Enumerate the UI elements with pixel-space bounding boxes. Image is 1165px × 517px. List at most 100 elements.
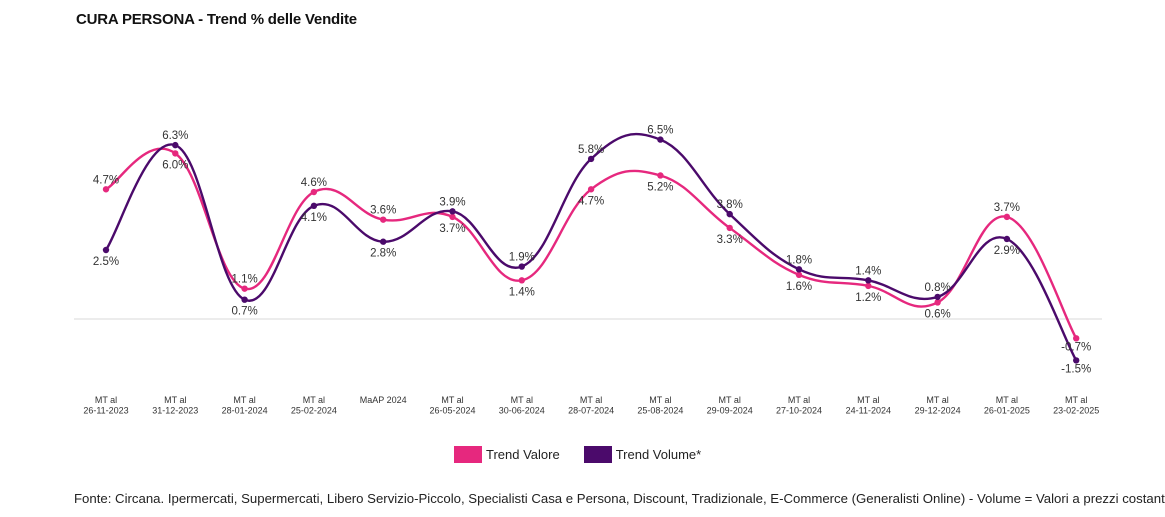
source-note: Fonte: Circana. Ipermercati, Supermercat… <box>74 491 1165 506</box>
legend-label-volume: Trend Volume* <box>615 447 702 462</box>
x-tick-label: MT al <box>788 395 810 405</box>
chart-title: CURA PERSONA - Trend % delle Vendite <box>76 11 357 28</box>
data-point-valore <box>795 271 803 279</box>
data-label-volume: 6.3% <box>162 130 188 142</box>
x-tick-label: MT al <box>1065 395 1087 405</box>
data-label-volume: 1.4% <box>855 265 881 277</box>
data-point-volume <box>241 296 248 303</box>
data-label-valore: 3.7% <box>994 202 1020 214</box>
x-tick-label: 23-02-2025 <box>1053 406 1099 416</box>
data-label-volume: 2.9% <box>994 245 1020 257</box>
data-label-valore: 3.7% <box>439 223 465 235</box>
data-label-volume: -1.5% <box>1061 363 1091 375</box>
x-tick-label: MT al <box>233 395 255 405</box>
x-tick-label: 25-08-2024 <box>637 406 683 416</box>
x-tick-label: 29-12-2024 <box>915 406 961 416</box>
data-label-valore: 4.7% <box>93 174 119 186</box>
data-label-volume: 0.8% <box>924 282 950 294</box>
data-point-valore <box>1073 335 1080 342</box>
data-label-valore: 4.7% <box>578 195 604 207</box>
x-tick-label: MT al <box>649 395 671 405</box>
data-point-valore <box>310 188 318 196</box>
data-point-valore <box>102 186 110 193</box>
x-tick-label: 25-02-2024 <box>291 406 337 416</box>
x-tick-label: MT al <box>719 395 741 405</box>
data-point-volume <box>449 208 456 215</box>
x-tick-label: MT al <box>511 395 533 405</box>
data-point-valore <box>449 213 456 221</box>
data-point-volume <box>518 263 525 270</box>
data-point-volume <box>934 293 941 301</box>
x-tick-label: MT al <box>95 395 117 405</box>
data-point-volume <box>102 246 110 254</box>
x-tick-label: 26-11-2023 <box>83 406 128 416</box>
legend-item-volume: Trend Volume* <box>583 446 702 463</box>
data-point-volume <box>1073 357 1080 364</box>
data-point-valore <box>865 282 872 290</box>
data-label-volume: 0.7% <box>231 306 257 318</box>
x-tick-label: MT al <box>580 395 602 405</box>
data-point-volume <box>865 277 872 284</box>
x-tick-label: 31-12-2023 <box>152 406 198 416</box>
data-point-valore <box>1003 213 1011 221</box>
x-tick-label: MT al <box>857 395 879 405</box>
data-point-valore <box>380 216 387 223</box>
x-tick-label: 26-05-2024 <box>429 406 475 416</box>
line-chart: 4.7% 6.0% 1.1% 4.6% 3.6% 3.7% 1.4% 4.7% 5.2% 3.3%… <box>74 125 1102 416</box>
legend-swatch-valore <box>454 446 482 463</box>
data-point-volume <box>795 266 803 273</box>
data-point-volume <box>380 238 387 245</box>
data-label-volume: 4.1% <box>301 212 327 224</box>
x-tick-label: 27-10-2024 <box>776 406 822 416</box>
data-point-valore <box>657 172 664 179</box>
x-tick-label: MaAP 2024 <box>360 395 407 405</box>
data-label-valore: 1.6% <box>786 281 812 293</box>
data-point-volume <box>310 202 318 210</box>
data-label-valore: 1.4% <box>509 286 535 298</box>
x-tick-label: 24-11-2024 <box>846 406 891 416</box>
data-label-volume: 3.8% <box>717 199 743 211</box>
legend-item-valore: Trend Valore <box>454 446 560 463</box>
legend-label-valore: Trend Valore <box>486 447 560 462</box>
data-label-volume: 3.9% <box>439 196 465 208</box>
data-label-valore: 6.0% <box>162 159 188 171</box>
data-label-volume: 6.5% <box>647 125 673 137</box>
data-label-valore: 0.6% <box>924 308 950 320</box>
data-point-valore <box>726 224 733 232</box>
series-line-volume <box>104 132 1078 361</box>
x-tick-label: MT al <box>996 395 1018 405</box>
data-point-valore <box>518 277 525 284</box>
x-tick-label: MT al <box>164 395 186 405</box>
data-label-volume: 2.5% <box>93 256 119 268</box>
data-label-valore: 4.6% <box>301 177 327 189</box>
data-point-valore <box>241 285 248 292</box>
data-point-valore <box>934 299 941 306</box>
data-point-valore <box>172 150 179 157</box>
data-label-volume: 1.9% <box>509 252 535 264</box>
data-label-volume: 2.8% <box>370 248 396 260</box>
legend: Trend Valore Trend Volume* <box>454 446 701 463</box>
x-tick-label: 28-01-2024 <box>222 406 268 416</box>
legend-swatch-volume <box>583 446 612 463</box>
x-tick-label: 26-01-2025 <box>984 406 1030 416</box>
data-label-valore: -0.7% <box>1061 341 1091 353</box>
x-tick-label: MT al <box>926 395 948 405</box>
x-tick-label: MT al <box>303 395 325 405</box>
data-point-volume <box>587 155 595 163</box>
data-label-valore: 3.3% <box>717 234 743 246</box>
data-point-volume <box>726 210 733 218</box>
data-label-valore: 1.2% <box>855 292 881 304</box>
data-label-valore: 5.2% <box>647 181 673 193</box>
x-tick-label: 30-06-2024 <box>499 406 545 416</box>
data-label-valore: 1.1% <box>231 274 257 286</box>
x-tick-label: 29-09-2024 <box>707 406 753 416</box>
data-label-valore: 3.6% <box>370 205 396 217</box>
x-tick-label: MT al <box>441 395 463 405</box>
data-point-volume <box>172 141 179 149</box>
x-tick-label: 28-07-2024 <box>568 406 614 416</box>
data-point-valore <box>587 186 595 193</box>
data-label-volume: 5.8% <box>578 144 604 156</box>
data-point-volume <box>657 136 664 143</box>
data-label-volume: 1.8% <box>786 254 812 266</box>
data-point-volume <box>1003 235 1011 243</box>
